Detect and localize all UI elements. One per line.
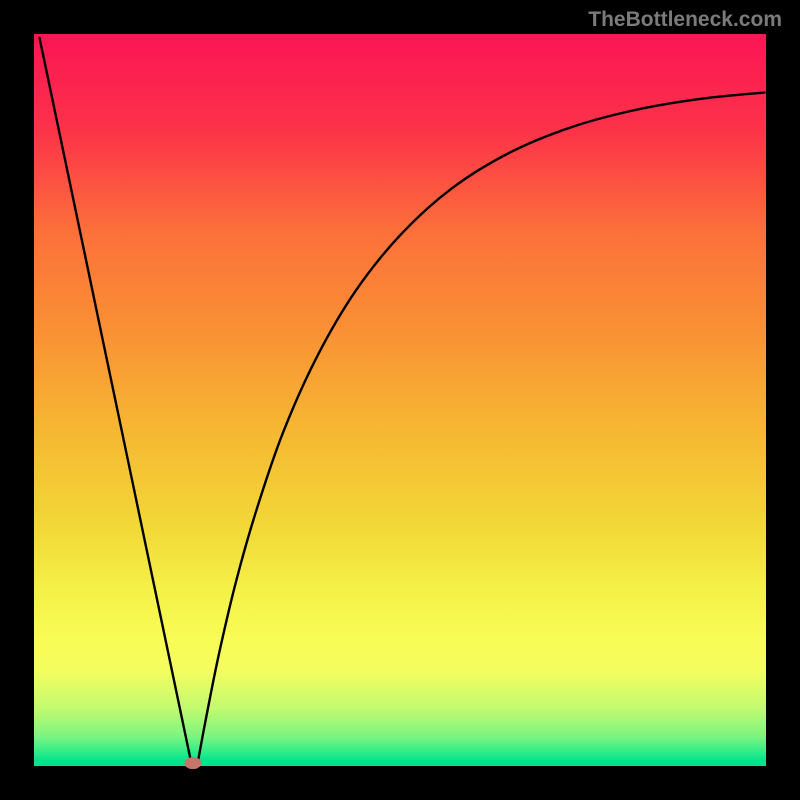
watermark-text: TheBottleneck.com [588, 8, 782, 32]
gradient-plot-area [34, 34, 766, 766]
chart-frame: TheBottleneck.com [0, 0, 800, 800]
